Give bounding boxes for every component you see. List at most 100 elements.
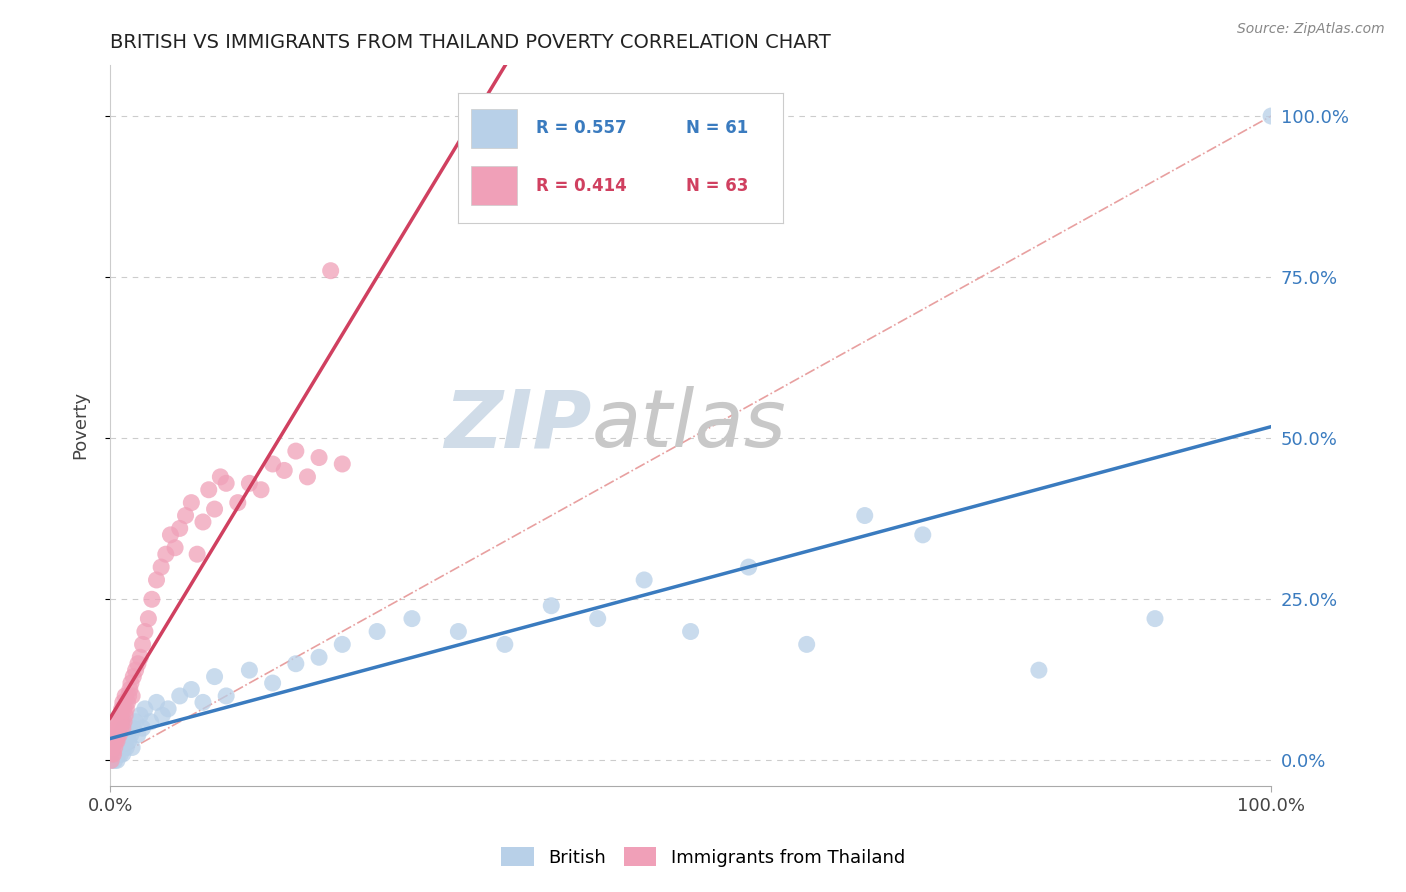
Point	[103, 734, 125, 748]
Point	[165, 541, 187, 555]
Point	[215, 476, 238, 491]
Point	[110, 728, 132, 742]
Point	[494, 637, 516, 651]
Point	[284, 657, 307, 671]
Point	[104, 740, 127, 755]
Point	[209, 470, 232, 484]
Point	[250, 483, 273, 497]
Point	[107, 747, 129, 761]
Point	[107, 728, 129, 742]
Point	[284, 444, 307, 458]
Point	[118, 689, 141, 703]
Point	[127, 728, 149, 742]
Point	[104, 747, 127, 761]
Point	[679, 624, 702, 639]
Point	[105, 734, 128, 748]
Point	[134, 624, 156, 639]
Point	[118, 734, 141, 748]
Point	[796, 637, 818, 651]
Point	[226, 496, 249, 510]
Point	[174, 508, 197, 523]
Text: ZIP: ZIP	[444, 386, 592, 465]
Point	[447, 624, 470, 639]
Point	[150, 708, 173, 723]
Point	[115, 740, 138, 755]
Point	[180, 682, 202, 697]
Point	[191, 695, 214, 709]
Point	[737, 560, 759, 574]
Point	[139, 714, 162, 729]
Point	[104, 721, 127, 735]
Point	[1260, 109, 1282, 123]
Point	[112, 740, 135, 755]
Point	[107, 740, 129, 755]
Point	[114, 689, 136, 703]
Point	[129, 708, 152, 723]
Point	[104, 740, 127, 755]
Point	[366, 624, 388, 639]
Point	[117, 695, 139, 709]
Point	[297, 470, 319, 484]
Point	[121, 740, 143, 755]
Point	[122, 670, 145, 684]
Point	[330, 637, 353, 651]
Point	[118, 682, 141, 697]
Point	[586, 612, 609, 626]
Point	[120, 728, 142, 742]
Point	[129, 650, 152, 665]
Point	[105, 734, 128, 748]
Point	[105, 753, 128, 767]
Point	[117, 728, 139, 742]
Point	[145, 695, 167, 709]
Point	[104, 734, 127, 748]
Point	[111, 740, 134, 755]
Point	[110, 747, 132, 761]
Point	[262, 676, 284, 690]
Point	[204, 670, 226, 684]
Point	[108, 734, 131, 748]
Point	[124, 714, 146, 729]
Point	[1143, 612, 1166, 626]
Point	[319, 263, 342, 277]
Point	[105, 714, 128, 729]
Point	[111, 721, 134, 735]
Point	[157, 702, 180, 716]
Point	[112, 721, 135, 735]
Text: BRITISH VS IMMIGRANTS FROM THAILAND POVERTY CORRELATION CHART: BRITISH VS IMMIGRANTS FROM THAILAND POVE…	[110, 33, 831, 52]
Point	[131, 721, 153, 735]
Point	[114, 734, 136, 748]
Point	[100, 753, 122, 767]
Point	[111, 747, 134, 761]
Point	[111, 714, 134, 729]
Point	[330, 457, 353, 471]
Point	[120, 676, 142, 690]
Point	[122, 721, 145, 735]
Text: Source: ZipAtlas.com: Source: ZipAtlas.com	[1237, 22, 1385, 37]
Point	[110, 721, 132, 735]
Point	[180, 496, 202, 510]
Text: atlas: atlas	[592, 386, 786, 465]
Point	[169, 689, 191, 703]
Point	[204, 502, 226, 516]
Point	[911, 528, 934, 542]
Point	[111, 702, 134, 716]
Point	[112, 714, 135, 729]
Point	[111, 734, 134, 748]
Point	[111, 695, 134, 709]
Point	[103, 747, 125, 761]
Point	[112, 702, 135, 716]
Point	[540, 599, 562, 613]
Point	[108, 714, 131, 729]
Point	[104, 728, 127, 742]
Point	[1028, 663, 1050, 677]
Point	[124, 663, 146, 677]
Point	[401, 612, 423, 626]
Point	[101, 753, 124, 767]
Point	[138, 612, 160, 626]
Point	[145, 573, 167, 587]
Point	[134, 702, 156, 716]
Y-axis label: Poverty: Poverty	[72, 392, 89, 459]
Legend: British, Immigrants from Thailand: British, Immigrants from Thailand	[494, 840, 912, 874]
Point	[191, 515, 214, 529]
Point	[273, 463, 295, 477]
